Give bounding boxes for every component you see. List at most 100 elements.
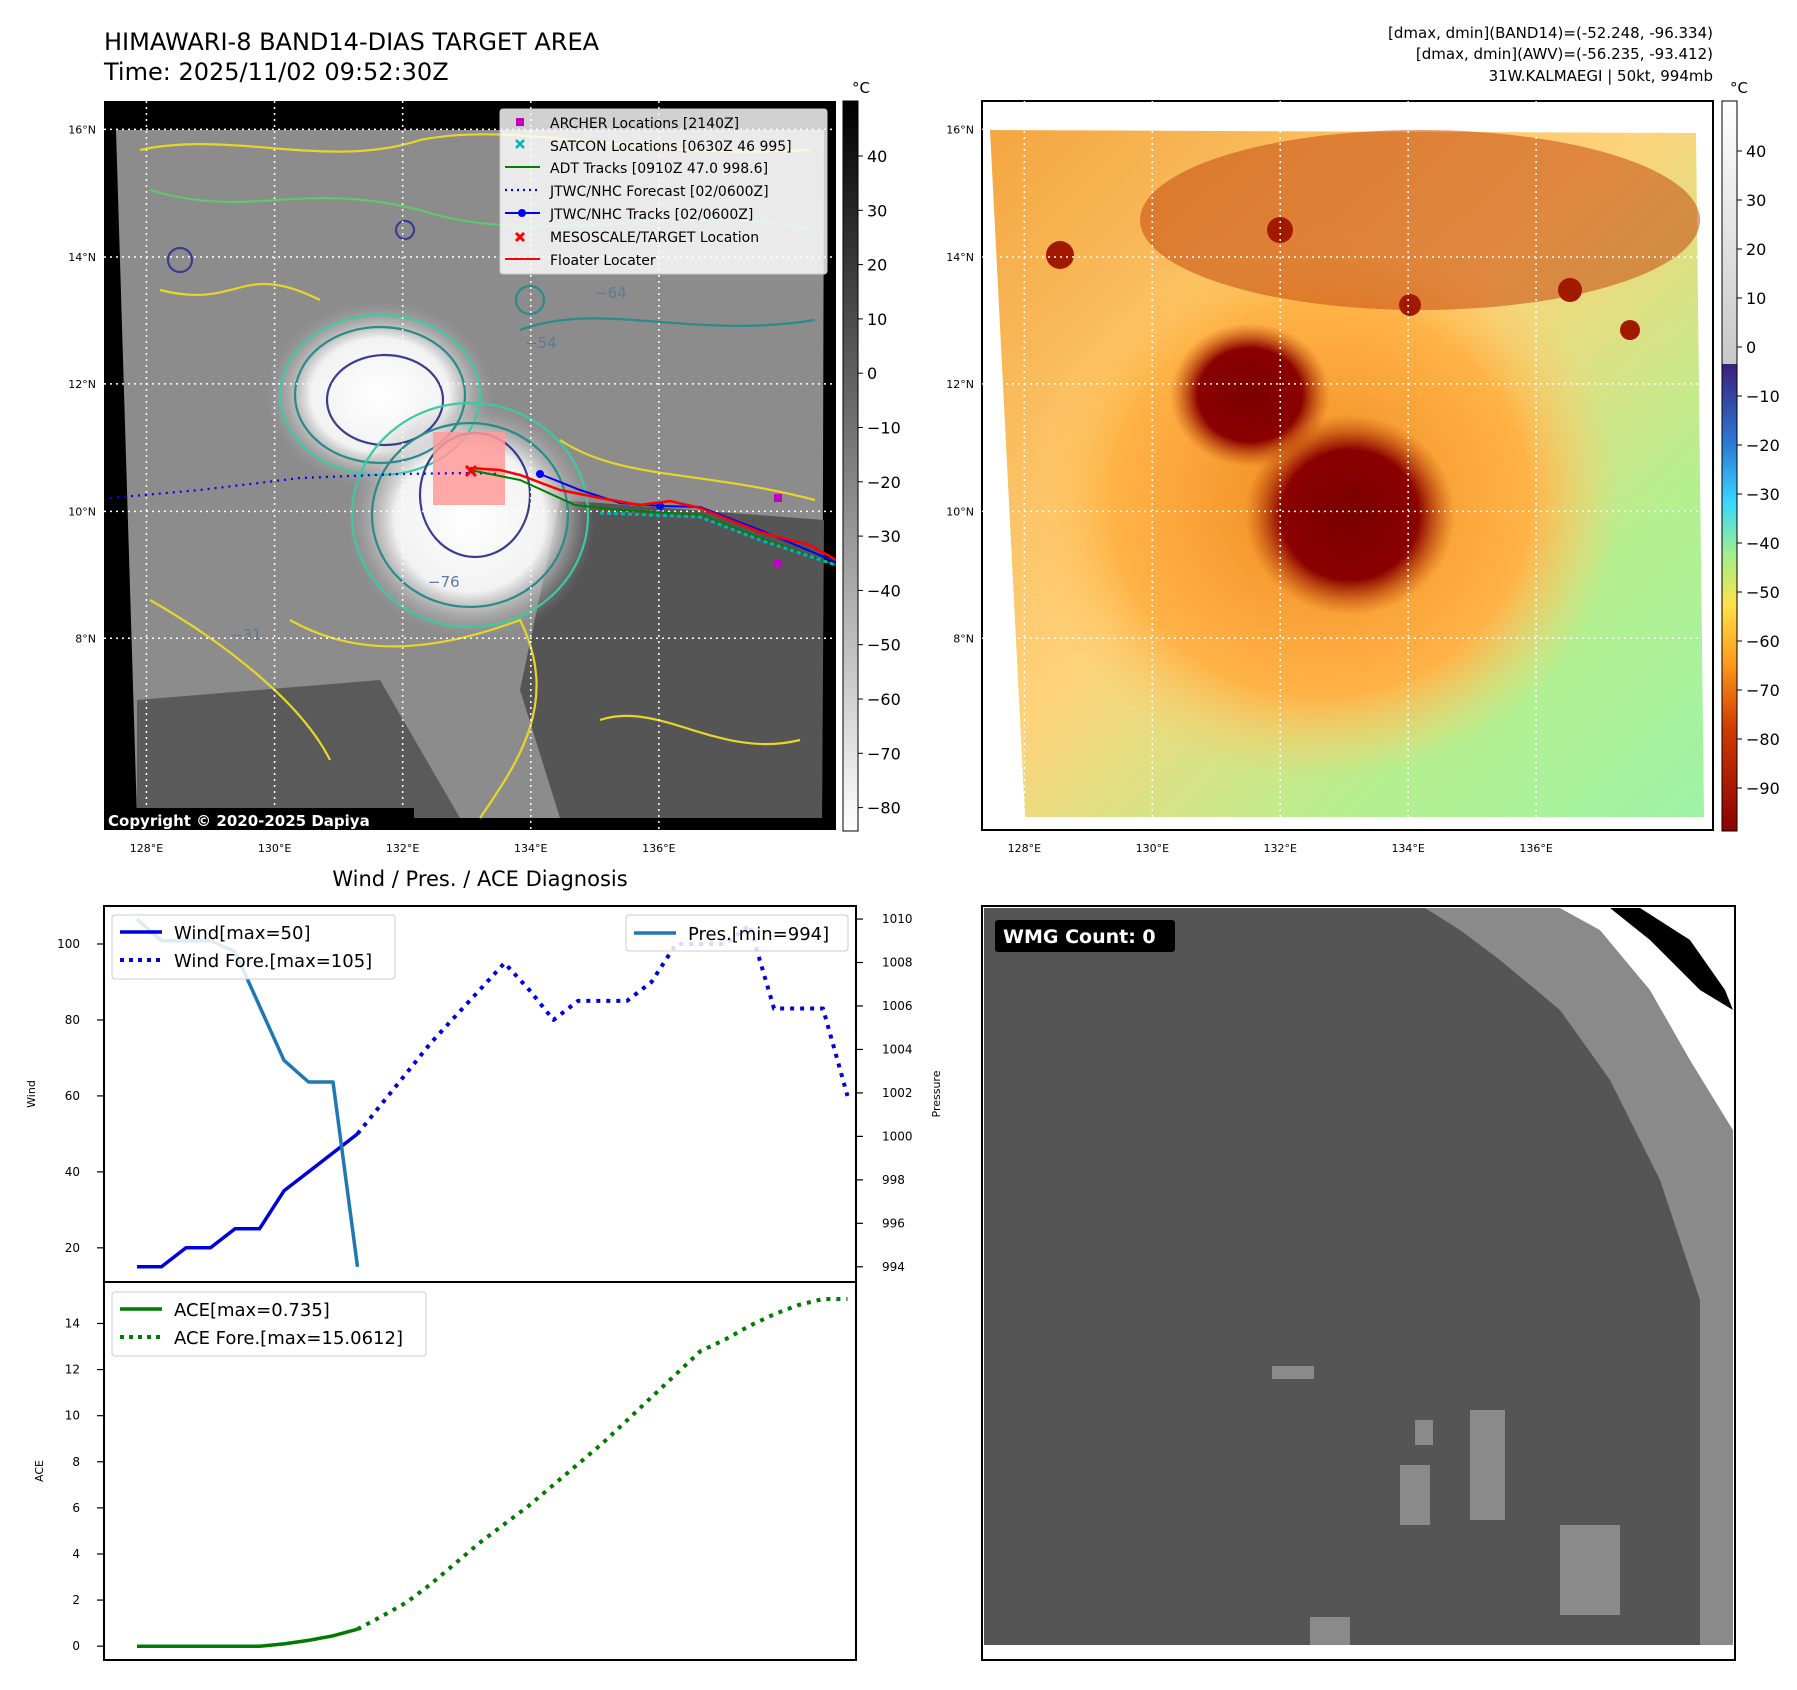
- lon-tick-label: 136°E: [642, 842, 675, 855]
- lon-tick-label: 136°E: [1519, 842, 1552, 855]
- lat-tick-label: 14°N: [68, 251, 96, 264]
- lon-tick-label: 134°E: [514, 842, 547, 855]
- wmg-edge-band: [1610, 908, 1733, 1010]
- legend-wind: Wind[max=50]: [174, 923, 311, 944]
- ir-map-legend: ARCHER Locations [2140Z] SATCON Location…: [499, 108, 828, 275]
- awv-core-south: [1245, 415, 1455, 615]
- lat-tick-label: 14°N: [946, 251, 974, 264]
- awv-colorbar-ticks: 40 30 20 10 0 −10 −20 −30 −40 −50 −60 −70 −80 −90: [1737, 142, 1780, 798]
- colorbar-tick-label: −70: [867, 744, 901, 763]
- ace-ytick-label: 10: [65, 1409, 80, 1423]
- jtwc-track-point: [536, 470, 544, 478]
- lon-tick-label: 132°E: [386, 842, 419, 855]
- colorbar-tick-label: 40: [867, 147, 887, 166]
- ir-colorbar-unit: °C: [852, 79, 870, 97]
- colorbar-tick-label: −80: [1746, 730, 1780, 749]
- ace-ytick-label: 0: [72, 1639, 80, 1653]
- wind-ytick-label: 100: [57, 937, 80, 951]
- lat-tick-label: 8°N: [953, 632, 974, 645]
- lon-tick-label: 130°E: [1136, 842, 1169, 855]
- wmg-dark-field: [984, 908, 1733, 1645]
- wind-ylabel: Wind: [25, 1080, 38, 1108]
- ace-ytick-label: 14: [65, 1316, 80, 1330]
- colorbar-tick-label: −80: [867, 799, 901, 818]
- wmg-patch: [1415, 1420, 1433, 1445]
- wmg-light-band: [1560, 908, 1733, 1130]
- lat-tick-label: 10°N: [946, 505, 974, 518]
- ace-ytick-label: 12: [65, 1363, 80, 1377]
- contour-label-76: −76: [428, 573, 460, 591]
- wind-ytick-label: 20: [65, 1241, 80, 1255]
- colorbar-tick-label: −60: [1746, 632, 1780, 651]
- legend-jtwc-tracks: JTWC/NHC Tracks [02/0600Z]: [549, 207, 753, 223]
- satcon-track-line: [599, 511, 836, 567]
- colorbar-tick-label: −30: [1746, 485, 1780, 504]
- colorbar-tick-label: 10: [867, 310, 887, 329]
- figure-title: HIMAWARI-8 BAND14-DIAS TARGET AREA: [104, 28, 600, 56]
- lat-tick-label: 16°N: [946, 123, 974, 136]
- wind-ytick-label: 40: [65, 1165, 80, 1179]
- colorbar-tick-label: 0: [867, 364, 877, 383]
- lon-tick-label: 134°E: [1391, 842, 1424, 855]
- archer-location-marker: [774, 559, 782, 567]
- legend-wind-forecast: Wind Fore.[max=105]: [174, 951, 372, 972]
- info-storm: 31W.KALMAEGI | 50kt, 994mb: [1489, 67, 1713, 85]
- legend-satcon: SATCON Locations [0630Z 46 995]: [550, 139, 792, 155]
- awv-map-panel: [982, 101, 1713, 830]
- wmg-mid-band: [1425, 908, 1733, 1645]
- awv-colorbar: [1721, 100, 1738, 832]
- awv-dry-spot: [1046, 241, 1074, 269]
- colorbar-tick-label: 40: [1746, 142, 1766, 161]
- lat-tick-label: 12°N: [946, 378, 974, 391]
- colorbar-tick-label: 10: [1746, 289, 1766, 308]
- awv-dry-band-north: [1140, 130, 1700, 310]
- wmg-count-label: WMG Count: 0: [1003, 926, 1156, 948]
- ace-legend: ACE[max=0.735] ACE Fore.[max=15.0612]: [111, 1291, 427, 1357]
- wmg-patch: [1400, 1465, 1430, 1525]
- wmg-patch: [1310, 1617, 1350, 1645]
- ace-ytick-label: 6: [72, 1501, 80, 1515]
- ir-map-panel: −54 −64 −76 −31 ARCHER Locations [2140Z]…: [104, 101, 836, 830]
- diagnosis-title: Wind / Pres. / ACE Diagnosis: [332, 867, 627, 891]
- wmg-patch: [1470, 1410, 1505, 1520]
- lat-tick-label: 16°N: [68, 123, 96, 136]
- info-band14: [dmax, dmin](BAND14)=(-52.248, -96.334): [1388, 24, 1713, 42]
- pressure-ytick-label: 1006: [882, 999, 913, 1013]
- colorbar-tick-label: 30: [867, 201, 887, 220]
- lon-tick-label: 128°E: [130, 842, 163, 855]
- colorbar-tick-label: −50: [867, 636, 901, 655]
- awv-dry-spot: [1620, 320, 1640, 340]
- awv-dry-spot: [1399, 294, 1421, 316]
- colorbar-tick-label: 0: [1746, 338, 1756, 357]
- ace-ytick-label: 8: [72, 1455, 80, 1469]
- ir-colorbar: [842, 100, 859, 832]
- legend-target: MESOSCALE/TARGET Location: [550, 230, 759, 246]
- adt-track-line: [469, 469, 836, 566]
- jtwc-track-point: [656, 502, 664, 510]
- awv-gridlines: [982, 101, 1713, 830]
- pressure-ytick-label: 1004: [882, 1042, 913, 1056]
- pressure-ytick-label: 998: [882, 1173, 905, 1187]
- archer-location-marker: [774, 494, 782, 502]
- colorbar-tick-label: −60: [867, 690, 901, 709]
- info-awv: [dmax, dmin](AWV)=(-56.235, -93.412): [1416, 45, 1713, 63]
- lat-tick-label: 10°N: [68, 505, 96, 518]
- legend-pressure: Pres.[min=994]: [688, 924, 829, 945]
- lat-tick-label: 12°N: [68, 378, 96, 391]
- legend-floater: Floater Locater: [550, 253, 656, 269]
- legend-ace: ACE[max=0.735]: [174, 1300, 330, 1321]
- pressure-ytick-label: 1008: [882, 956, 913, 970]
- awv-colorbar-unit: °C: [1730, 79, 1748, 97]
- wind-legend: Wind[max=50] Wind Fore.[max=105]: [111, 914, 396, 980]
- awv-dry-spot: [1558, 278, 1582, 302]
- wmg-patch: [1560, 1525, 1620, 1615]
- wind-ytick-label: 60: [65, 1089, 80, 1103]
- awv-core-north: [1170, 323, 1330, 467]
- legend-ace-forecast: ACE Fore.[max=15.0612]: [174, 1328, 403, 1349]
- colorbar-tick-label: −40: [1746, 534, 1780, 553]
- colorbar-tick-label: −10: [867, 419, 901, 438]
- ace-plot: 0 2 4 6 8 10 12 14: [65, 1297, 848, 1653]
- contour-label-64: −64: [595, 284, 627, 302]
- ace-ytick-label: 2: [72, 1593, 80, 1607]
- colorbar-tick-label: −40: [867, 581, 901, 600]
